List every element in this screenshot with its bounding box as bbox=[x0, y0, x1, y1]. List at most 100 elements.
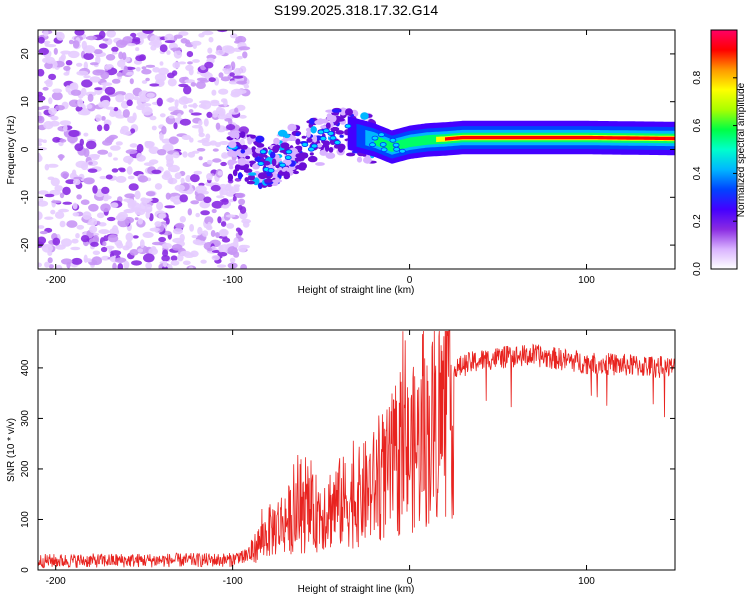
signal-blob bbox=[312, 134, 318, 143]
bright-spot bbox=[257, 161, 265, 167]
noise-speckle bbox=[159, 132, 164, 141]
noise-speckle bbox=[68, 99, 80, 108]
noise-speckle bbox=[229, 72, 235, 77]
noise-speckle bbox=[212, 148, 219, 152]
noise-speckle bbox=[203, 118, 209, 127]
noise-speckle bbox=[215, 232, 220, 238]
noise-speckle bbox=[50, 209, 56, 215]
noise-speckle bbox=[85, 35, 98, 41]
noise-speckle bbox=[132, 112, 137, 121]
noise-speckle bbox=[220, 229, 228, 237]
noise-speckle bbox=[48, 73, 57, 81]
colorbar-scale bbox=[711, 30, 737, 269]
noise-speckle bbox=[221, 198, 229, 205]
noise-speckle bbox=[141, 68, 152, 75]
noise-speckle bbox=[44, 216, 54, 220]
noise-speckle bbox=[191, 124, 203, 129]
noise-speckle bbox=[227, 118, 233, 125]
noise-speckle bbox=[143, 162, 155, 167]
spectrogram-x-label: Height of straight line (km) bbox=[298, 285, 415, 296]
noise-speckle bbox=[145, 191, 156, 197]
spectrogram-x-tick-label: -200 bbox=[46, 275, 66, 286]
noise-speckle bbox=[154, 221, 162, 227]
signal-blob bbox=[335, 130, 345, 135]
noise-speckle bbox=[190, 82, 197, 87]
signal-blob bbox=[232, 169, 238, 177]
noise-speckle bbox=[233, 67, 242, 76]
noise-speckle bbox=[148, 146, 160, 154]
noise-speckle bbox=[141, 66, 147, 70]
noise-speckle bbox=[63, 124, 68, 132]
noise-speckle bbox=[89, 225, 98, 234]
bright-spot bbox=[284, 155, 292, 161]
noise-speckle bbox=[128, 183, 139, 191]
noise-speckle bbox=[198, 33, 205, 38]
noise-speckle bbox=[113, 107, 119, 112]
noise-speckle bbox=[38, 68, 45, 77]
noise-speckle bbox=[198, 182, 205, 187]
noise-speckle bbox=[164, 205, 176, 209]
signal-blob bbox=[316, 143, 323, 148]
noise-speckle bbox=[174, 172, 182, 180]
noise-speckle bbox=[170, 111, 180, 116]
noise-speckle bbox=[81, 79, 93, 88]
noise-speckle bbox=[134, 190, 141, 200]
noise-speckle bbox=[100, 246, 108, 253]
noise-speckle bbox=[170, 255, 178, 261]
noise-speckle bbox=[143, 253, 155, 263]
noise-speckle bbox=[195, 185, 207, 193]
noise-speckle bbox=[221, 204, 230, 209]
noise-speckle bbox=[220, 76, 231, 82]
noise-speckle bbox=[43, 40, 51, 45]
noise-speckle bbox=[137, 248, 144, 253]
noise-speckle bbox=[226, 124, 236, 131]
snr-y-label: SNR (10 * v/v) bbox=[6, 418, 17, 482]
bright-spot bbox=[279, 162, 286, 168]
noise-speckle bbox=[141, 106, 153, 116]
noise-speckle bbox=[59, 220, 66, 228]
noise-speckle bbox=[112, 262, 117, 269]
noise-speckle bbox=[83, 254, 88, 263]
noise-speckle bbox=[72, 212, 80, 217]
noise-speckle bbox=[181, 134, 192, 140]
signal-blob bbox=[307, 155, 318, 163]
noise-speckle bbox=[38, 142, 43, 147]
noise-speckle bbox=[212, 158, 222, 163]
noise-speckle bbox=[52, 88, 63, 94]
noise-speckle bbox=[199, 100, 211, 104]
noise-speckle bbox=[68, 39, 74, 45]
noise-speckle bbox=[190, 112, 202, 116]
noise-speckle bbox=[149, 83, 160, 87]
noise-speckle bbox=[211, 89, 217, 96]
noise-speckle bbox=[110, 250, 122, 256]
noise-speckle bbox=[105, 245, 115, 250]
noise-speckle bbox=[124, 92, 135, 102]
noise-speckle bbox=[243, 84, 250, 89]
signal-blob bbox=[237, 158, 247, 166]
noise-speckle bbox=[187, 208, 192, 216]
noise-speckle bbox=[135, 55, 145, 62]
signal-blob bbox=[228, 141, 237, 149]
noise-speckle bbox=[70, 89, 82, 96]
noise-speckle bbox=[131, 260, 142, 266]
noise-speckle bbox=[63, 72, 70, 76]
noise-speckle bbox=[182, 151, 188, 158]
noise-speckle bbox=[73, 178, 81, 186]
signal-blob bbox=[264, 178, 274, 183]
signal-blob bbox=[357, 152, 364, 157]
signal-blob bbox=[238, 163, 248, 171]
noise-speckle bbox=[51, 200, 62, 204]
noise-speckle bbox=[218, 72, 224, 78]
noise-speckle bbox=[96, 124, 103, 132]
noise-speckle bbox=[44, 193, 55, 198]
signal-blob bbox=[272, 179, 283, 183]
signal-blob bbox=[227, 173, 234, 182]
noise-speckle bbox=[103, 123, 110, 132]
noise-speckle bbox=[87, 168, 98, 173]
noise-speckle bbox=[182, 260, 191, 266]
noise-speckle bbox=[80, 87, 87, 97]
signal-blob bbox=[280, 142, 290, 149]
noise-speckle bbox=[200, 210, 210, 216]
